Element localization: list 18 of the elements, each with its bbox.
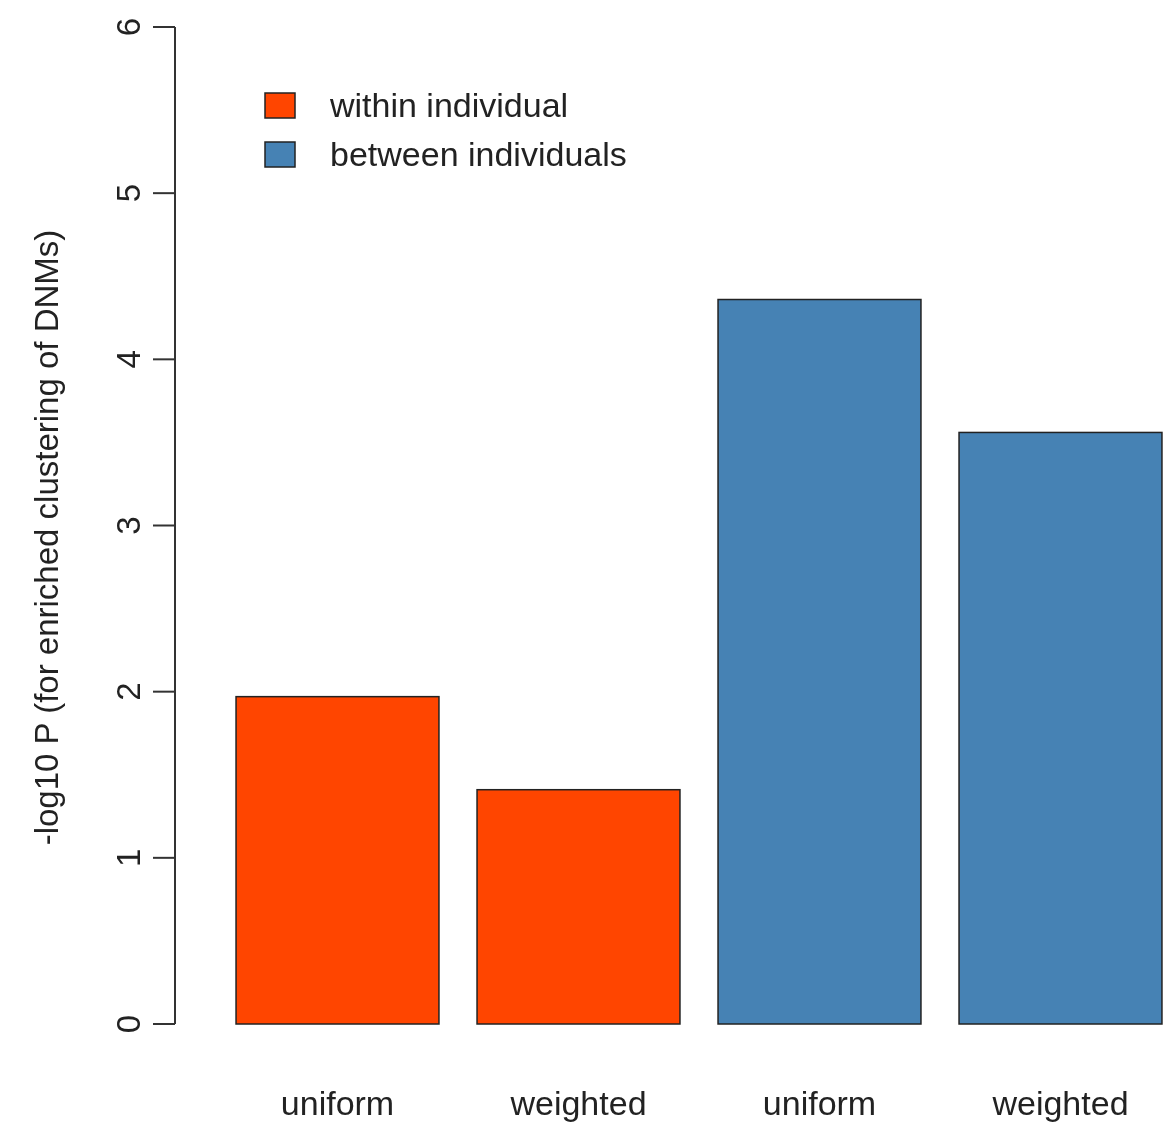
y-tick-label: 3 — [110, 516, 147, 535]
y-tick-label: 6 — [110, 17, 147, 37]
legend-label: between individuals — [330, 135, 627, 173]
bar — [476, 788, 681, 1025]
x-tick-label: weighted — [509, 1084, 647, 1122]
bar — [958, 431, 1163, 1025]
x-tick-label: uniform — [280, 1084, 395, 1122]
y-axis-title: -log10 P (for enriched clustering of DNMs) — [28, 229, 65, 846]
y-tick-label: 1 — [110, 848, 147, 868]
x-tick-label: uniform — [762, 1084, 877, 1122]
bar — [717, 298, 922, 1025]
y-tick-label: 5 — [110, 183, 147, 203]
legend-label: within individual — [329, 86, 569, 124]
y-tick-label: 0 — [110, 1014, 147, 1034]
x-tick-label: weighted — [991, 1084, 1129, 1122]
y-tick-label: 4 — [110, 350, 147, 369]
bar — [235, 695, 440, 1025]
y-tick-label: 2 — [110, 682, 147, 701]
